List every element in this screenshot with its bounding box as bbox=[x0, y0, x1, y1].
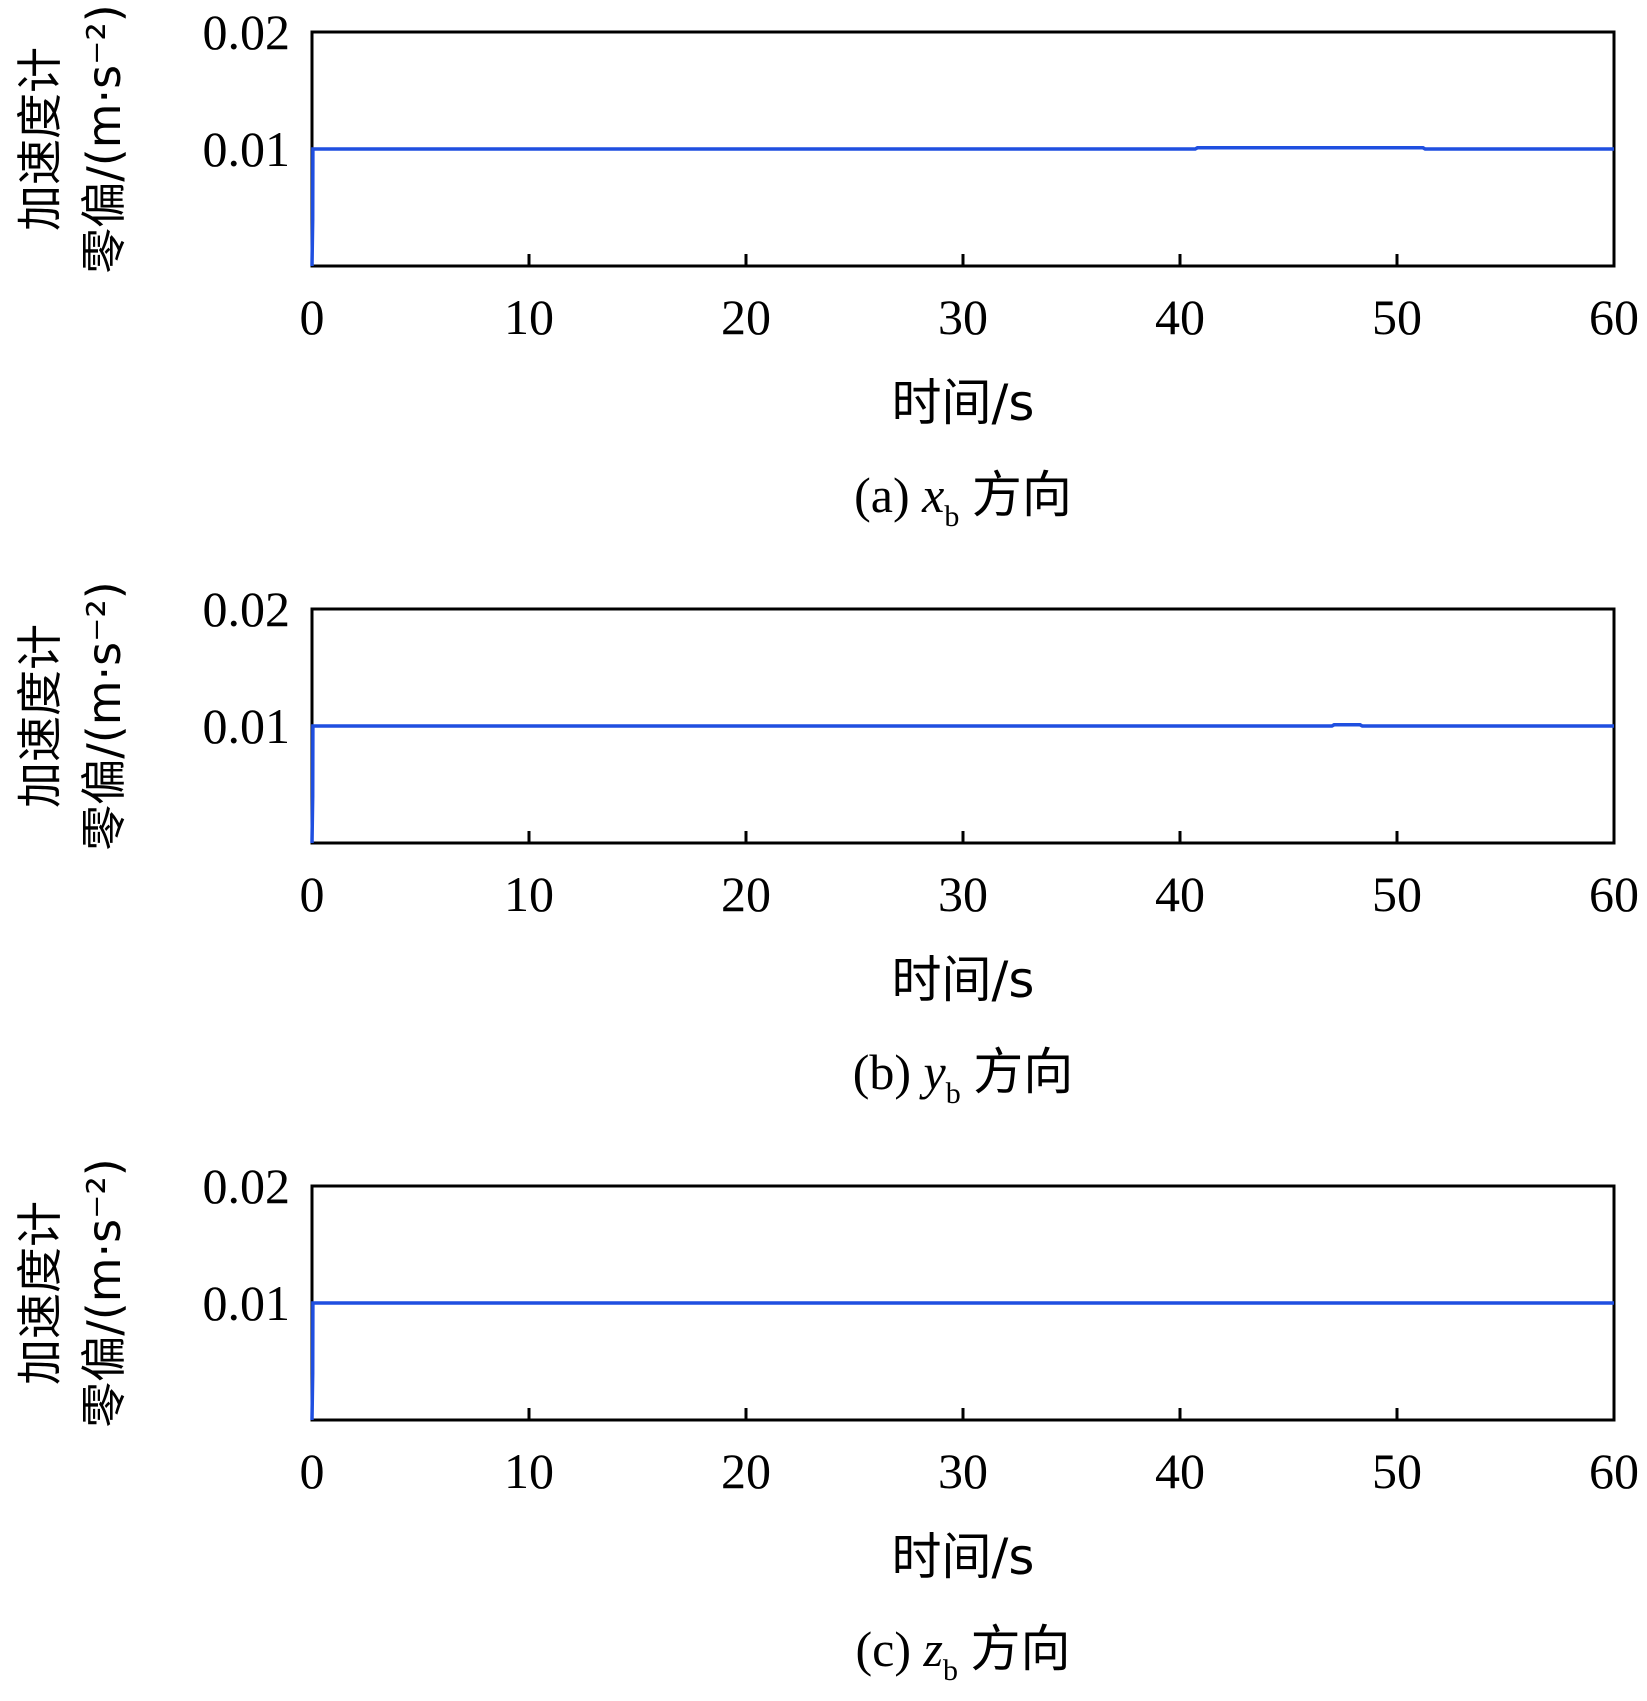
x-tick-label: 60 bbox=[1589, 1443, 1639, 1499]
y-axis-label-line1: 加速度计 bbox=[13, 624, 67, 808]
x-tick-label: 50 bbox=[1372, 866, 1422, 922]
x-tick-label: 60 bbox=[1589, 866, 1639, 922]
series-line bbox=[310, 723, 1614, 844]
y-tick-label: 0.02 bbox=[203, 1158, 291, 1214]
caption-prefix: (a) bbox=[854, 467, 922, 523]
y-axis-label: 加速度计 零偏/(m·s⁻²) bbox=[13, 4, 131, 274]
y-tick-label: 0.01 bbox=[203, 121, 291, 177]
y-tick-label: 0.01 bbox=[203, 698, 291, 754]
caption-prefix: (c) bbox=[856, 1621, 924, 1677]
caption-subscript: b bbox=[946, 1077, 961, 1110]
x-tick-label: 40 bbox=[1155, 866, 1205, 922]
x-axis-label: 时间/s bbox=[892, 374, 1035, 432]
panel-caption: (c) zb 方向 bbox=[856, 1621, 1071, 1687]
x-tick-label: 20 bbox=[721, 1443, 771, 1499]
caption-subscript: b bbox=[944, 500, 959, 533]
panel-caption: (b) yb 方向 bbox=[853, 1044, 1074, 1110]
caption-variable: z bbox=[923, 1621, 943, 1677]
x-tick-label: 40 bbox=[1155, 1443, 1205, 1499]
x-tick-label: 40 bbox=[1155, 289, 1205, 345]
caption-suffix: 方向 bbox=[958, 1621, 1071, 1677]
x-tick-label: 60 bbox=[1589, 289, 1639, 345]
x-tick-label: 0 bbox=[300, 289, 325, 345]
y-axis-label-line2: 零偏/(m·s⁻²) bbox=[77, 4, 131, 274]
panel-b: 0 10 20 30 40 50 60 0.01 0.02 加速度计 零偏/(m·s⁻²) 时间/s (… bbox=[13, 581, 1639, 1110]
x-tick-label: 20 bbox=[721, 866, 771, 922]
x-tick-label: 30 bbox=[938, 289, 988, 345]
series-line bbox=[310, 1301, 1614, 1421]
caption-suffix: 方向 bbox=[959, 467, 1072, 523]
x-tick-label: 50 bbox=[1372, 289, 1422, 345]
x-tick-label: 0 bbox=[300, 1443, 325, 1499]
x-tick-label: 10 bbox=[504, 289, 554, 345]
y-axis-label-line1: 加速度计 bbox=[13, 47, 67, 231]
x-axis-label: 时间/s bbox=[892, 951, 1035, 1009]
panel-c: 0 10 20 30 40 50 60 0.01 0.02 加速度计 零偏/(m·s⁻²) 时间/s (… bbox=[13, 1158, 1639, 1687]
y-axis-label-line2: 零偏/(m·s⁻²) bbox=[77, 1158, 131, 1428]
caption-subscript: b bbox=[943, 1654, 958, 1687]
caption-suffix: 方向 bbox=[961, 1044, 1074, 1100]
caption-variable: x bbox=[921, 467, 944, 523]
x-tick-label: 10 bbox=[504, 866, 554, 922]
x-tick-label: 20 bbox=[721, 289, 771, 345]
y-axis-label-line1: 加速度计 bbox=[13, 1201, 67, 1385]
x-tick-label: 50 bbox=[1372, 1443, 1422, 1499]
x-tick-label: 30 bbox=[938, 1443, 988, 1499]
x-tick-label: 0 bbox=[300, 866, 325, 922]
panel-a: 0 10 20 30 40 50 60 0.01 0.02 加速度计 零偏/(m·s⁻²) 时间/s (… bbox=[13, 4, 1639, 533]
x-tick-label: 30 bbox=[938, 866, 988, 922]
series-line bbox=[310, 146, 1614, 267]
x-tick-label: 10 bbox=[504, 1443, 554, 1499]
y-axis-label: 加速度计 零偏/(m·s⁻²) bbox=[13, 1158, 131, 1428]
panel-caption: (a) xb 方向 bbox=[854, 467, 1072, 533]
y-tick-label: 0.02 bbox=[203, 4, 291, 60]
x-axis-label: 时间/s bbox=[892, 1528, 1035, 1586]
y-tick-label: 0.02 bbox=[203, 581, 291, 637]
y-axis-label-line2: 零偏/(m·s⁻²) bbox=[77, 581, 131, 851]
caption-prefix: (b) bbox=[853, 1044, 924, 1100]
y-tick-label: 0.01 bbox=[203, 1275, 291, 1331]
caption-variable: y bbox=[919, 1044, 947, 1100]
y-axis-label: 加速度计 零偏/(m·s⁻²) bbox=[13, 581, 131, 851]
